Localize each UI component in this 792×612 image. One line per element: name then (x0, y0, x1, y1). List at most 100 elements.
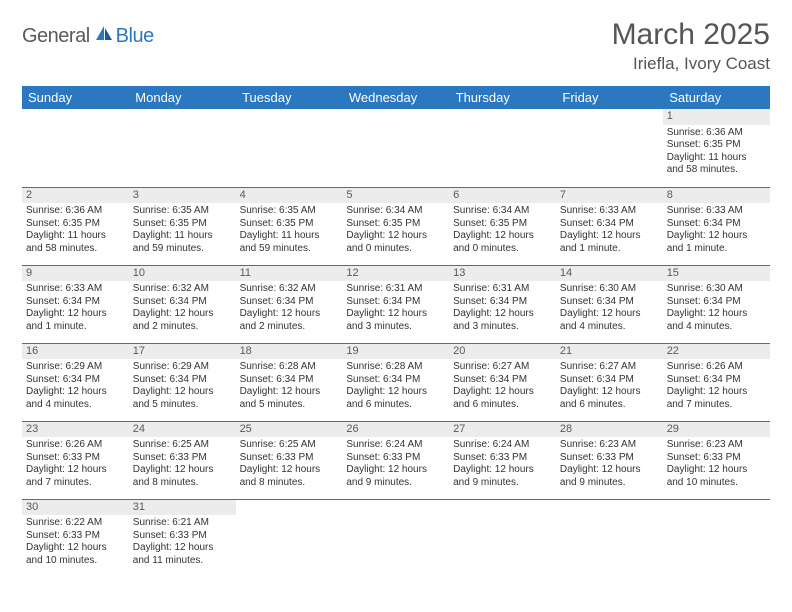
day-daylight: Daylight: 12 hours and 11 minutes. (133, 542, 232, 567)
calendar-day-cell (236, 109, 343, 187)
day-sunset: Sunset: 6:34 PM (133, 296, 232, 309)
day-number: 26 (342, 422, 449, 438)
day-daylight: Daylight: 12 hours and 1 minute. (560, 230, 659, 255)
calendar-day-cell: 19Sunrise: 6:28 AMSunset: 6:34 PMDayligh… (342, 343, 449, 421)
day-number: 28 (556, 422, 663, 438)
day-number: 13 (449, 266, 556, 282)
day-sunset: Sunset: 6:34 PM (26, 374, 125, 387)
day-daylight: Daylight: 12 hours and 6 minutes. (346, 386, 445, 411)
calendar-day-cell: 14Sunrise: 6:30 AMSunset: 6:34 PMDayligh… (556, 265, 663, 343)
calendar-day-cell: 17Sunrise: 6:29 AMSunset: 6:34 PMDayligh… (129, 343, 236, 421)
calendar-day-cell: 3Sunrise: 6:35 AMSunset: 6:35 PMDaylight… (129, 187, 236, 265)
day-sunrise: Sunrise: 6:33 AM (560, 205, 659, 218)
day-number: 29 (663, 422, 770, 438)
day-number: 21 (556, 344, 663, 360)
day-number: 20 (449, 344, 556, 360)
day-number: 3 (129, 188, 236, 204)
weekday-header: Monday (129, 86, 236, 109)
calendar-day-cell: 29Sunrise: 6:23 AMSunset: 6:33 PMDayligh… (663, 421, 770, 499)
day-daylight: Daylight: 12 hours and 3 minutes. (346, 308, 445, 333)
day-sunrise: Sunrise: 6:22 AM (26, 517, 125, 530)
day-sunrise: Sunrise: 6:30 AM (667, 283, 766, 296)
logo-text-blue: Blue (116, 25, 154, 48)
day-number: 22 (663, 344, 770, 360)
calendar-day-cell: 8Sunrise: 6:33 AMSunset: 6:34 PMDaylight… (663, 187, 770, 265)
day-sunrise: Sunrise: 6:27 AM (453, 361, 552, 374)
calendar-day-cell (663, 499, 770, 577)
weekday-header: Saturday (663, 86, 770, 109)
calendar-day-cell (556, 109, 663, 187)
day-sunrise: Sunrise: 6:33 AM (26, 283, 125, 296)
calendar-day-cell: 18Sunrise: 6:28 AMSunset: 6:34 PMDayligh… (236, 343, 343, 421)
calendar-week-row: 30Sunrise: 6:22 AMSunset: 6:33 PMDayligh… (22, 499, 770, 577)
calendar-week-row: 2Sunrise: 6:36 AMSunset: 6:35 PMDaylight… (22, 187, 770, 265)
day-sunrise: Sunrise: 6:36 AM (26, 205, 125, 218)
weekday-header: Friday (556, 86, 663, 109)
calendar-day-cell: 30Sunrise: 6:22 AMSunset: 6:33 PMDayligh… (22, 499, 129, 577)
day-sunrise: Sunrise: 6:35 AM (133, 205, 232, 218)
day-daylight: Daylight: 11 hours and 58 minutes. (26, 230, 125, 255)
calendar-day-cell (22, 109, 129, 187)
day-number: 12 (342, 266, 449, 282)
day-sunrise: Sunrise: 6:29 AM (26, 361, 125, 374)
day-sunset: Sunset: 6:33 PM (667, 452, 766, 465)
calendar-week-row: 23Sunrise: 6:26 AM Sunset: 6:33 PM Dayligh… (22, 421, 770, 499)
day-sunrise: Sunrise: 6:25 AM (133, 439, 232, 452)
calendar-day-cell: 12Sunrise: 6:31 AMSunset: 6:34 PMDayligh… (342, 265, 449, 343)
day-daylight: Daylight: 11 hours and 59 minutes. (133, 230, 232, 255)
weekday-header: Tuesday (236, 86, 343, 109)
weekday-header: Sunday (22, 86, 129, 109)
day-daylight: Daylight: 12 hours and 0 minutes. (346, 230, 445, 255)
day-daylight: Daylight: 12 hours and 1 minute. (667, 230, 766, 255)
location: Iriefla, Ivory Coast (612, 54, 770, 74)
day-sunset: Sunset: 6:34 PM (453, 374, 552, 387)
calendar-day-cell: 13Sunrise: 6:31 AMSunset: 6:34 PMDayligh… (449, 265, 556, 343)
day-daylight: Daylight: 12 hours and 3 minutes. (453, 308, 552, 333)
calendar-day-cell: 7Sunrise: 6:33 AMSunset: 6:34 PMDaylight… (556, 187, 663, 265)
day-sunrise: Sunrise: 6:21 AM (133, 517, 232, 530)
calendar-day-cell: 23Sunrise: 6:26 AMSunset: 6:33 PMDayligh… (22, 421, 129, 499)
day-sunrise: Sunrise: 6:26 AM (667, 361, 766, 374)
day-sunset: Sunset: 6:34 PM (560, 374, 659, 387)
day-number: 11 (236, 266, 343, 282)
day-daylight: Daylight: 12 hours and 4 minutes. (26, 386, 125, 411)
calendar-day-cell: 25Sunrise: 6:25 AMSunset: 6:33 PMDayligh… (236, 421, 343, 499)
day-daylight: Daylight: 12 hours and 8 minutes. (133, 464, 232, 489)
logo-text-general: General (22, 25, 90, 48)
calendar-day-cell: 1Sunrise: 6:36 AMSunset: 6:35 PMDaylight… (663, 109, 770, 187)
day-sunrise: Sunrise: 6:36 AM (667, 127, 766, 140)
calendar-body: 1Sunrise: 6:36 AMSunset: 6:35 PMDaylight… (22, 109, 770, 577)
day-daylight: Daylight: 12 hours and 2 minutes. (240, 308, 339, 333)
calendar-week-row: 16Sunrise: 6:29 AMSunset: 6:34 PMDayligh… (22, 343, 770, 421)
calendar-day-cell: 4Sunrise: 6:35 AMSunset: 6:35 PMDaylight… (236, 187, 343, 265)
calendar-day-cell: 16Sunrise: 6:29 AMSunset: 6:34 PMDayligh… (22, 343, 129, 421)
day-sunrise: Sunrise: 6:25 AM (240, 439, 339, 452)
calendar-day-cell: 24Sunrise: 6:25 AMSunset: 6:33 PMDayligh… (129, 421, 236, 499)
day-number: 17 (129, 344, 236, 360)
day-sunrise: Sunrise: 6:28 AM (346, 361, 445, 374)
calendar-day-cell: 11Sunrise: 6:32 AMSunset: 6:34 PMDayligh… (236, 265, 343, 343)
calendar-day-cell: 9Sunrise: 6:33 AMSunset: 6:34 PMDaylight… (22, 265, 129, 343)
calendar-day-cell (236, 499, 343, 577)
calendar-day-cell (342, 109, 449, 187)
day-number: 23 (22, 422, 129, 438)
day-sunrise: Sunrise: 6:32 AM (240, 283, 339, 296)
day-daylight: Daylight: 12 hours and 5 minutes. (240, 386, 339, 411)
logo-sail-icon (94, 24, 114, 42)
day-sunrise: Sunrise: 6:23 AM (667, 439, 766, 452)
calendar-day-cell: 27Sunrise: 6:24 AMSunset: 6:33 PMDayligh… (449, 421, 556, 499)
day-sunset: Sunset: 6:34 PM (346, 296, 445, 309)
day-number: 1 (663, 109, 770, 125)
calendar-day-cell (129, 109, 236, 187)
day-sunrise: Sunrise: 6:34 AM (346, 205, 445, 218)
day-sunrise: Sunrise: 6:27 AM (560, 361, 659, 374)
day-sunrise: Sunrise: 6:32 AM (133, 283, 232, 296)
day-daylight: Daylight: 12 hours and 4 minutes. (667, 308, 766, 333)
day-sunrise: Sunrise: 6:33 AM (667, 205, 766, 218)
day-sunset: Sunset: 6:34 PM (240, 296, 339, 309)
day-sunset: Sunset: 6:33 PM (346, 452, 445, 465)
day-sunset: Sunset: 6:34 PM (453, 296, 552, 309)
day-sunrise: Sunrise: 6:26 AM (26, 439, 125, 452)
calendar-table: SundayMondayTuesdayWednesdayThursdayFrid… (22, 86, 770, 577)
day-sunrise: Sunrise: 6:24 AM (453, 439, 552, 452)
